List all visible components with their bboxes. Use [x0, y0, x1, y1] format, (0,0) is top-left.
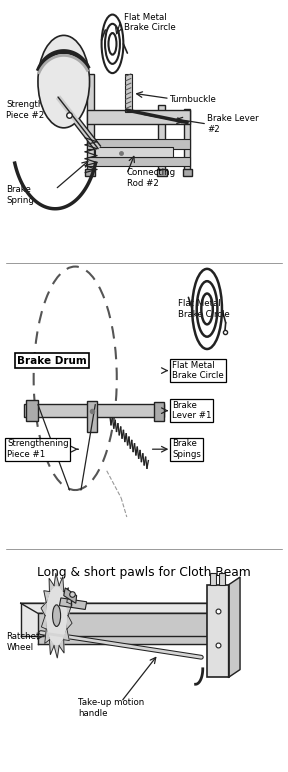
Bar [154, 402, 164, 422]
Polygon shape [67, 602, 72, 615]
Polygon shape [54, 574, 59, 586]
Circle shape [45, 585, 68, 646]
Bar [183, 169, 192, 176]
Text: Brake
Lever #1: Brake Lever #1 [172, 401, 212, 421]
Ellipse shape [38, 36, 90, 128]
Text: Flat Metal
Brake Circle: Flat Metal Brake Circle [172, 361, 224, 381]
Text: Flat Metal
Brake Circle: Flat Metal Brake Circle [178, 300, 230, 319]
Polygon shape [59, 640, 64, 653]
Bar [87, 157, 190, 167]
Polygon shape [64, 587, 69, 602]
Polygon shape [59, 598, 87, 609]
Polygon shape [64, 629, 69, 641]
Text: Brake
Spings: Brake Spings [172, 439, 201, 459]
Bar [87, 140, 190, 149]
Polygon shape [45, 629, 50, 644]
Polygon shape [41, 602, 46, 615]
Bar [207, 585, 229, 677]
Polygon shape [21, 603, 224, 613]
Text: Brake
Spring: Brake Spring [6, 185, 34, 205]
Polygon shape [49, 578, 54, 591]
Polygon shape [38, 613, 224, 644]
Polygon shape [50, 640, 54, 655]
Text: Flat Metal
Brake Circle: Flat Metal Brake Circle [124, 12, 176, 32]
Circle shape [53, 604, 60, 626]
Bar [184, 109, 190, 174]
Polygon shape [44, 591, 50, 602]
Polygon shape [64, 588, 77, 603]
Text: Long & short pawls for Cloth Beam: Long & short pawls for Cloth Beam [37, 566, 251, 579]
Text: Ratchet
Wheel: Ratchet Wheel [6, 632, 40, 652]
Text: Strengthening
Piece #2: Strengthening Piece #2 [6, 100, 68, 120]
Text: Take-up motion
handle: Take-up motion handle [78, 699, 144, 718]
Bar [95, 147, 173, 157]
Polygon shape [41, 615, 46, 629]
Bar [125, 74, 132, 113]
Bar [87, 401, 97, 432]
Bar [26, 400, 38, 422]
Text: Brake Lever
#2: Brake Lever #2 [207, 114, 259, 134]
Text: Connecting
Rod #2: Connecting Rod #2 [127, 168, 176, 188]
Bar [219, 574, 226, 585]
Polygon shape [229, 577, 240, 677]
Bar [24, 405, 164, 417]
Text: Strengthening
Piece #1: Strengthening Piece #1 [7, 439, 69, 459]
Polygon shape [21, 603, 207, 636]
Bar [157, 169, 167, 176]
Text: Turnbuckle: Turnbuckle [170, 95, 217, 103]
Text: Brake Drum: Brake Drum [17, 356, 87, 366]
Bar [85, 169, 95, 176]
Bar [87, 74, 94, 174]
Bar [87, 110, 190, 124]
Polygon shape [54, 645, 59, 658]
Bar [158, 105, 166, 174]
Polygon shape [67, 615, 72, 629]
Polygon shape [59, 577, 64, 591]
Bar [210, 574, 216, 585]
